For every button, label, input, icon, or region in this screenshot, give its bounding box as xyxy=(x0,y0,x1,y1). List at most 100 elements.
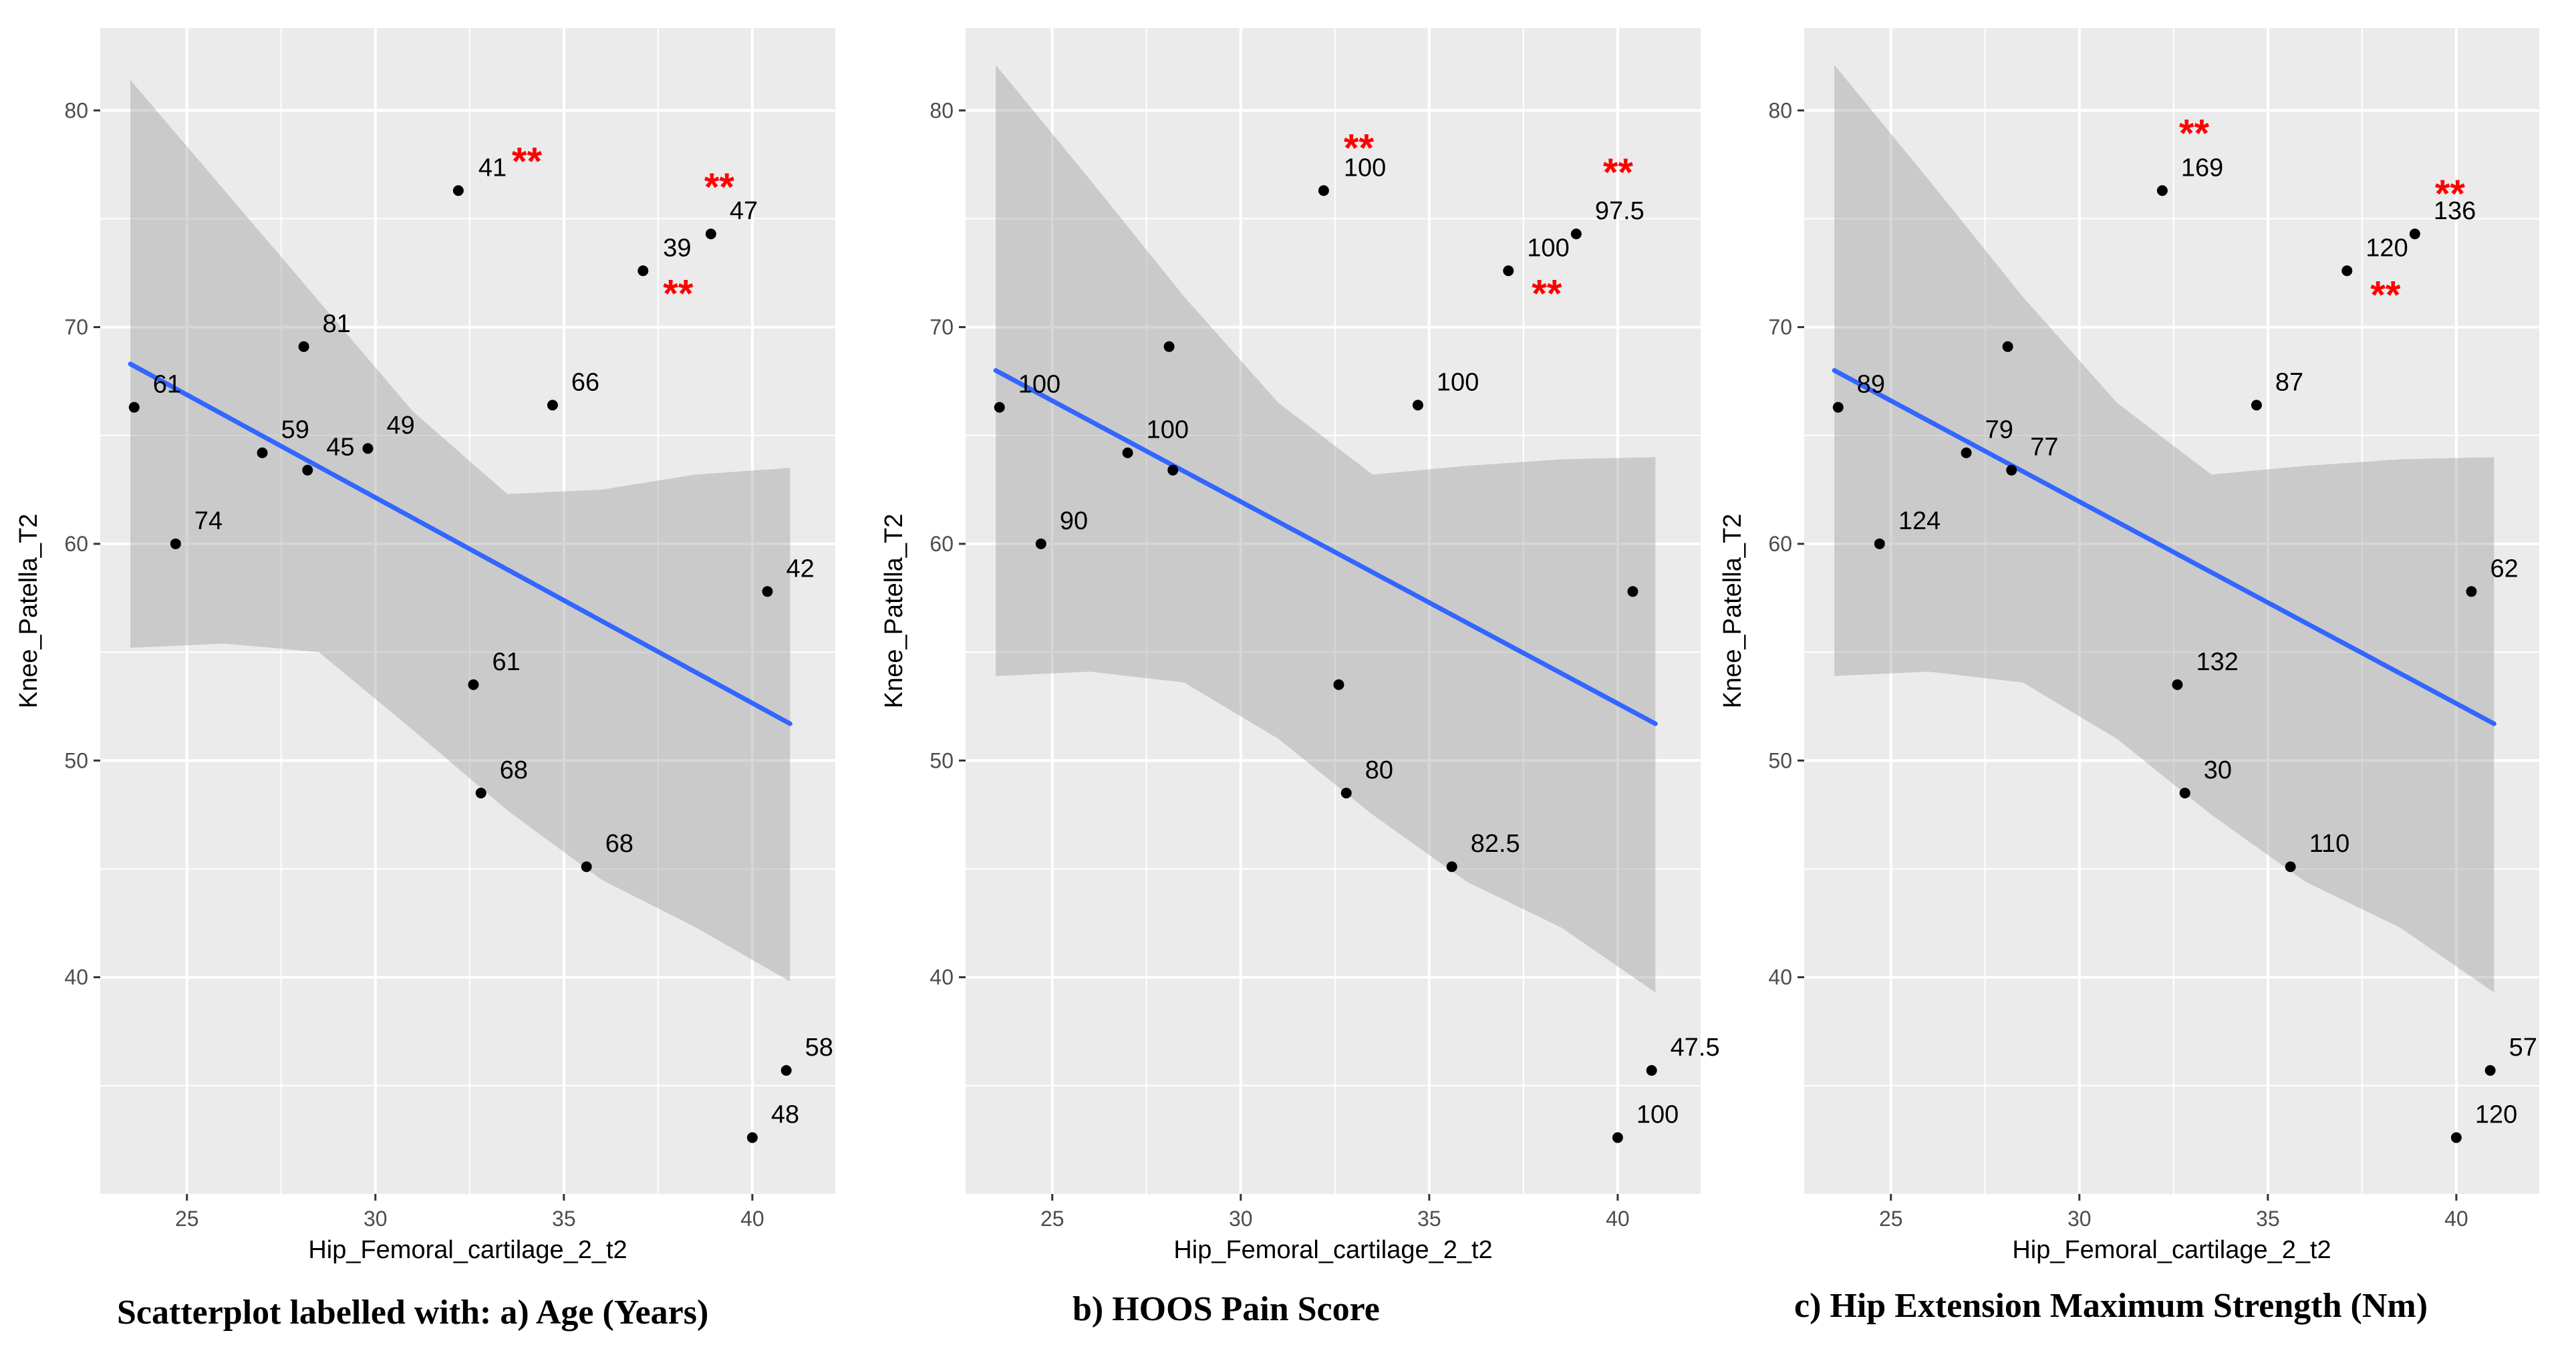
data-label: 74 xyxy=(194,507,223,535)
y-axis-title: Knee_Patella_T2 xyxy=(880,514,908,709)
plot-background xyxy=(966,28,1701,1194)
data-point xyxy=(2002,341,2013,352)
x-tick-label: 25 xyxy=(1879,1207,1903,1231)
regression-line xyxy=(993,367,1658,726)
x-tick-label: 25 xyxy=(175,1207,199,1231)
y-tick-label: 70 xyxy=(1768,315,1792,339)
significance-marker: ** xyxy=(2435,172,2466,216)
data-point xyxy=(1318,185,1329,196)
data-label: 100 xyxy=(1636,1101,1679,1129)
data-point xyxy=(1627,586,1638,597)
data-point xyxy=(1122,447,1133,458)
data-label: 61 xyxy=(153,371,181,399)
data-label: 100 xyxy=(1437,368,1479,396)
x-tick-label: 35 xyxy=(1417,1207,1441,1231)
data-label: 61 xyxy=(492,648,520,676)
significance-marker: ** xyxy=(704,166,735,209)
data-point xyxy=(762,586,773,597)
data-label: 97.5 xyxy=(1595,197,1644,225)
data-label: 39 xyxy=(663,234,691,262)
data-point xyxy=(2006,464,2017,476)
y-tick-label: 80 xyxy=(929,98,954,122)
data-label: 49 xyxy=(387,412,415,440)
x-axis-title: Hip_Femoral_cartilage_2_t2 xyxy=(308,1236,627,1264)
data-label: 136 xyxy=(2434,197,2476,225)
data-label: 66 xyxy=(571,368,599,396)
data-label: 42 xyxy=(786,555,814,583)
data-point xyxy=(1503,265,1514,277)
y-tick-label: 40 xyxy=(64,965,88,990)
plot-background xyxy=(100,28,835,1194)
data-label: 89 xyxy=(1857,371,1885,399)
panel-c: 25 30 35 404050607080891247977169**13230871… xyxy=(1719,28,2539,1264)
data-label: 169 xyxy=(2181,154,2223,182)
data-point xyxy=(547,400,558,411)
significance-marker: ** xyxy=(1532,272,1562,315)
data-point xyxy=(2341,265,2353,277)
y-tick-label: 60 xyxy=(64,532,88,556)
data-point xyxy=(2466,586,2477,597)
data-label: 80 xyxy=(1365,756,1393,784)
data-label: 100 xyxy=(1527,234,1569,262)
data-label: 58 xyxy=(805,1034,833,1062)
data-label: 47 xyxy=(730,197,758,225)
data-point xyxy=(2450,1132,2462,1143)
x-axis-title: Hip_Femoral_cartilage_2_t2 xyxy=(1173,1236,1492,1264)
data-point xyxy=(2409,229,2420,240)
data-label: 68 xyxy=(500,756,528,784)
data-label: 41 xyxy=(478,154,507,182)
data-label: 100 xyxy=(1147,416,1189,444)
confidence-band xyxy=(996,65,1656,993)
y-tick-label: 50 xyxy=(929,748,954,772)
data-point xyxy=(475,787,486,798)
significance-marker: ** xyxy=(1603,151,1634,194)
data-label: 59 xyxy=(281,416,309,444)
data-point xyxy=(468,679,479,690)
data-label: 48 xyxy=(771,1101,799,1129)
data-point xyxy=(2285,861,2296,873)
y-tick-label: 50 xyxy=(64,748,88,772)
data-point xyxy=(1167,464,1179,476)
data-label: 82.5 xyxy=(1471,830,1520,858)
data-point xyxy=(746,1132,758,1143)
y-axis-title: Knee_Patella_T2 xyxy=(15,514,43,709)
regression-line xyxy=(128,361,793,726)
y-tick-label: 70 xyxy=(929,315,954,339)
data-point xyxy=(170,538,181,549)
significance-marker: ** xyxy=(1344,126,1375,170)
data-point xyxy=(2251,400,2262,411)
y-tick-label: 60 xyxy=(1768,532,1792,556)
data-point xyxy=(2484,1065,2496,1076)
data-point xyxy=(302,464,313,476)
data-point xyxy=(1612,1132,1623,1143)
data-point xyxy=(1340,787,1352,798)
x-tick-label: 30 xyxy=(2067,1207,2092,1231)
data-label: 120 xyxy=(2475,1101,2517,1129)
significance-marker: ** xyxy=(512,140,543,183)
y-tick-label: 50 xyxy=(1768,748,1792,772)
data-point xyxy=(298,341,309,352)
data-label: 132 xyxy=(2196,648,2238,676)
significance-marker: ** xyxy=(2370,273,2401,317)
significance-marker: ** xyxy=(663,272,694,315)
data-point xyxy=(1035,538,1046,549)
data-point xyxy=(705,229,716,240)
x-axis-title: Hip_Femoral_cartilage_2_t2 xyxy=(2012,1236,2331,1264)
x-tick-label: 40 xyxy=(1606,1207,1630,1231)
x-tick-label: 30 xyxy=(364,1207,388,1231)
data-point xyxy=(780,1065,792,1076)
data-label: 120 xyxy=(2366,234,2408,262)
data-point xyxy=(2156,185,2168,196)
caption-a: Scatterplot labelled with: a) Age (Years… xyxy=(117,1294,709,1332)
y-tick-label: 80 xyxy=(64,98,88,122)
caption-b: b) HOOS Pain Score xyxy=(1072,1290,1380,1328)
data-label: 124 xyxy=(1898,507,1941,535)
data-point xyxy=(1163,341,1175,352)
data-point xyxy=(2179,787,2190,798)
y-tick-label: 40 xyxy=(929,965,954,990)
significance-marker: ** xyxy=(2179,112,2210,155)
x-tick-label: 30 xyxy=(1229,1207,1253,1231)
data-label: 57 xyxy=(2509,1034,2537,1062)
y-tick-label: 80 xyxy=(1768,98,1792,122)
